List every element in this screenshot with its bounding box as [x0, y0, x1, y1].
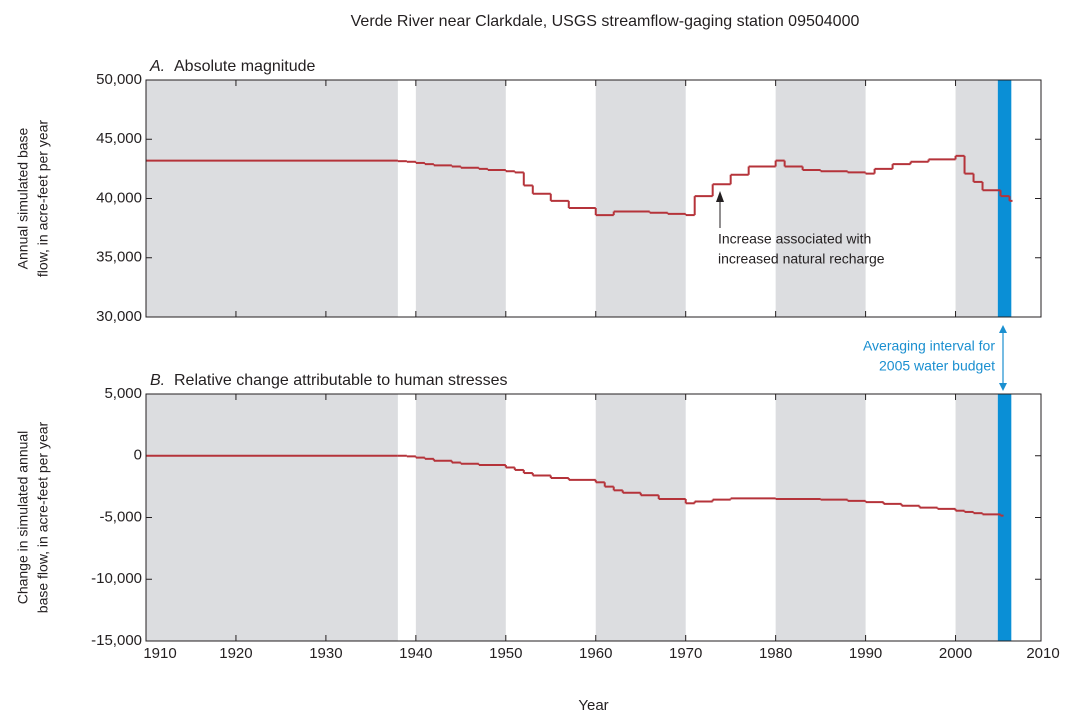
decade-shade: [595, 394, 686, 641]
interval-arrowhead: [999, 383, 1007, 391]
decade-shade: [775, 394, 866, 641]
annotation: Averaging interval for: [863, 338, 995, 354]
x-tick-label: 1950: [489, 645, 522, 662]
y-tick-label: 50,000: [96, 71, 142, 88]
x-tick-label: 1960: [579, 645, 612, 662]
averaging-interval: [997, 394, 1012, 641]
x-tick-label: 2000: [939, 645, 972, 662]
y-axis-label: Change in simulated annual: [15, 431, 31, 605]
x-axis-label: Year: [578, 697, 608, 714]
panel-letter: B.: [150, 372, 165, 389]
plot-frame: [145, 79, 1042, 318]
y-tick-label: -10,000: [91, 570, 142, 587]
decade-shade: [595, 80, 686, 317]
y-axis-label: base flow, in acre-feet per year: [35, 421, 51, 613]
decade-shade: [146, 80, 398, 317]
interval-arrowhead: [999, 325, 1007, 333]
y-tick-label: -15,000: [91, 632, 142, 649]
decade-shade: [415, 394, 506, 641]
decade-shade: [955, 394, 998, 641]
panel-subtitle: Absolute magnitude: [174, 58, 316, 75]
x-tick-label: 1930: [309, 645, 342, 662]
annotation: 2005 water budget: [879, 358, 995, 374]
x-tick-label: 1940: [399, 645, 432, 662]
x-tick-label: 1980: [759, 645, 792, 662]
y-tick-label: 45,000: [96, 130, 142, 147]
y-tick-label: 40,000: [96, 189, 142, 206]
panel-letter: A.: [149, 58, 165, 75]
y-tick-label: 30,000: [96, 308, 142, 325]
decade-shade: [415, 80, 506, 317]
y-tick-label: -5,000: [99, 508, 142, 525]
x-tick-label: 1990: [849, 645, 882, 662]
panel-subtitle: Relative change attributable to human st…: [174, 372, 508, 389]
y-tick-label: 5,000: [104, 385, 142, 402]
decade-shade: [955, 80, 998, 317]
y-tick-label: 0: [134, 447, 142, 464]
x-tick-label: 1920: [219, 645, 252, 662]
annotation: Increase associated with: [718, 231, 871, 247]
x-tick-label: 2010: [1026, 645, 1059, 662]
chart-title: Verde River near Clarkdale, USGS streamf…: [351, 13, 860, 30]
annotation: increased natural recharge: [718, 251, 885, 267]
averaging-interval: [997, 80, 1012, 317]
plot-frame: [145, 393, 1042, 642]
x-tick-label: 1970: [669, 645, 702, 662]
decade-shade: [146, 394, 398, 641]
y-axis-label: Annual simulated base: [15, 127, 31, 269]
y-tick-label: 35,000: [96, 249, 142, 266]
decade-shade: [775, 80, 866, 317]
y-axis-label: flow, in acre-feet per year: [35, 120, 51, 278]
x-tick-label: 1910: [143, 645, 176, 662]
annotation-arrowhead: [716, 191, 724, 202]
